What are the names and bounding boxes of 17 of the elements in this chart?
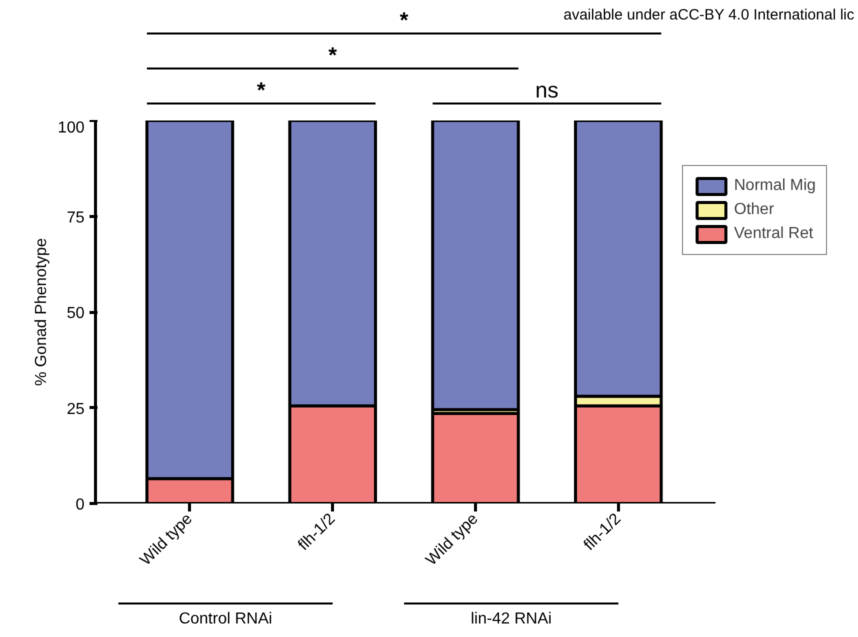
legend-label: Other xyxy=(734,201,774,219)
text: available under aCC-BY 4.0 International lic xyxy=(564,6,855,24)
y-tick-label: 100 xyxy=(58,120,85,136)
text: * xyxy=(256,78,266,102)
text: lin-42 RNAi xyxy=(470,610,552,628)
text: * xyxy=(328,42,338,68)
y-tick-label: 0 xyxy=(76,496,85,514)
legend-label: Normal Mig xyxy=(734,177,816,195)
bar xyxy=(431,120,520,412)
y-tick-label: 75 xyxy=(66,209,85,226)
y-axis-title: % Gonad Phenotype xyxy=(32,238,50,386)
text: ns xyxy=(535,78,559,102)
legend-label: Ventral Ret xyxy=(734,225,814,243)
text: * xyxy=(400,8,409,32)
y-tick-label: 25 xyxy=(66,400,85,418)
y-tick-label: 50 xyxy=(66,305,85,322)
text: Control RNAi xyxy=(178,610,272,628)
